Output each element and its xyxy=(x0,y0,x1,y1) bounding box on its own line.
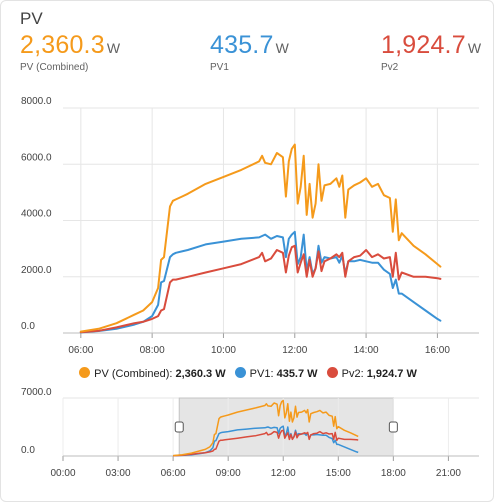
nav-x-tick-label: 21:00 xyxy=(436,468,461,479)
legend-item-pv2[interactable]: Pv2: 1,924.7 W xyxy=(326,367,417,380)
stat-value: 435.7 xyxy=(210,31,274,59)
legend-item-pv1[interactable]: PV1: 435.7 W xyxy=(234,367,318,380)
nav-x-tick-label: 00:00 xyxy=(50,468,75,479)
stat-unit: W xyxy=(275,40,289,56)
nav-series-line-pv-combined- xyxy=(173,399,359,457)
stat-pv1[interactable]: 435.7 W PV1 xyxy=(210,31,289,73)
series-line-pv1[interactable] xyxy=(79,230,442,334)
y-tick-label: 8000.0 xyxy=(21,96,52,107)
x-tick-label: 12:00 xyxy=(282,345,307,356)
series-line-pv-combined-[interactable] xyxy=(79,143,442,333)
main-line-chart[interactable]: 8000.0 6000.0 4000.0 2000.0 0.0 06:00 08:00 10:… xyxy=(1,96,494,366)
nav-x-tick-label: 03:00 xyxy=(106,468,131,479)
y-tick-label: 0.0 xyxy=(21,321,35,332)
x-tick-label: 14:00 xyxy=(354,345,379,356)
navigator-chart[interactable]: 7000.0 0.0 00:00 03:00 06:00 09:00 12:00 15:00 1… xyxy=(1,386,494,496)
nav-x-tick-label: 15:00 xyxy=(326,468,351,479)
y-tick-label: 6000.0 xyxy=(21,152,52,163)
y-tick-label: 2000.0 xyxy=(21,265,52,276)
x-tick-label: 06:00 xyxy=(68,345,93,356)
stat-label: Pv2 xyxy=(381,62,399,73)
legend-label: Pv2: xyxy=(341,368,367,380)
nav-series-line-pv2 xyxy=(173,429,359,457)
stat-unit: W xyxy=(467,40,482,56)
legend-label: PV1: xyxy=(249,368,277,380)
stat-value: 1,924.7 xyxy=(381,31,466,59)
nav-y-tick-label: 7000.0 xyxy=(21,387,52,398)
x-tick-label: 08:00 xyxy=(140,345,165,356)
nav-x-tick-label: 12:00 xyxy=(271,468,296,479)
series-line-pv2[interactable] xyxy=(79,244,442,334)
legend-dot xyxy=(326,367,338,378)
legend-item-pv-combined[interactable]: PV (Combined): 2,360.3 W xyxy=(79,367,226,380)
legend-label: PV (Combined): xyxy=(94,368,176,380)
card-title: PV xyxy=(20,9,43,28)
nav-x-tick-label: 09:00 xyxy=(216,468,241,479)
legend-dot xyxy=(234,367,246,378)
nav-y-tick-label: 0.0 xyxy=(21,445,35,456)
x-tick-label: 16:00 xyxy=(425,345,450,356)
nav-handle-left[interactable] xyxy=(174,421,184,433)
nav-handle-right[interactable] xyxy=(388,421,398,433)
stat-label: PV1 xyxy=(210,62,229,73)
nav-x-tick-label: 06:00 xyxy=(161,468,186,479)
stat-value: 2,360.3 xyxy=(20,31,105,59)
nav-series-line-pv1 xyxy=(173,425,359,457)
chart-legend: PV (Combined): 2,360.3 W PV1: 435.7 W Pv… xyxy=(1,367,493,380)
legend-value: 1,924.7 W xyxy=(366,368,417,380)
stat-unit: W xyxy=(106,40,121,56)
y-tick-label: 4000.0 xyxy=(21,209,52,220)
stat-label: PV (Combined) xyxy=(20,62,89,73)
stat-pv-combined[interactable]: 2,360.3 W PV (Combined) xyxy=(20,31,120,73)
stat-pv2[interactable]: 1,924.7 W Pv2 xyxy=(381,31,481,73)
legend-dot xyxy=(79,367,91,378)
nav-x-tick-label: 18:00 xyxy=(381,468,406,479)
legend-value: 435.7 W xyxy=(276,368,318,380)
legend-value: 2,360.3 W xyxy=(175,368,226,380)
nav-selection-window[interactable] xyxy=(178,397,394,457)
x-tick-label: 10:00 xyxy=(211,345,236,356)
